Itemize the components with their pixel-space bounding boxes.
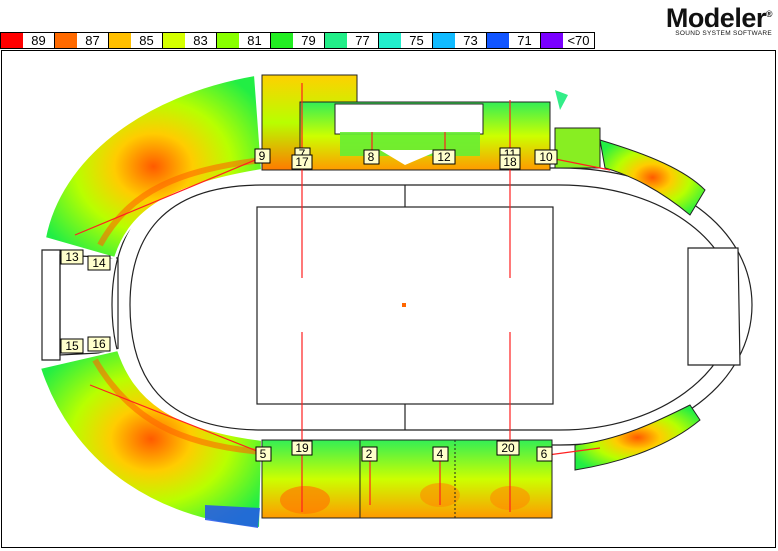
svg-text:5: 5: [260, 447, 267, 461]
coverage-map-frame: [1, 50, 776, 548]
legend-label: <70: [563, 33, 594, 48]
legend-item: 75: [378, 32, 432, 49]
speaker-label-19[interactable]: 19: [291, 440, 313, 456]
logo-title: Modeler: [665, 3, 767, 33]
speaker-label-9[interactable]: 9: [254, 148, 271, 164]
legend-label: 87: [77, 33, 108, 48]
legend-item: 83: [162, 32, 216, 49]
spl-color-legend: 89 87 85 83 81 79 77 75 73 71 <70: [0, 32, 595, 49]
legend-label: 77: [347, 33, 378, 48]
svg-text:8: 8: [368, 150, 375, 164]
modeler-logo: Modeler® SOUND SYSTEM SOFTWARE: [665, 0, 773, 37]
speaker-label-12[interactable]: 12: [432, 149, 456, 165]
speaker-label-2[interactable]: 2: [361, 446, 378, 462]
legend-label: 81: [239, 33, 270, 48]
legend-label: 79: [293, 33, 324, 48]
legend-item: 71: [486, 32, 540, 49]
speaker-labels: 7 17 8 12 11 18 10 9 13 14 15 16 19 5 2 …: [60, 147, 558, 462]
legend-item: 77: [324, 32, 378, 49]
legend-item: <70: [540, 32, 595, 49]
svg-text:7: 7: [299, 147, 306, 161]
svg-text:20: 20: [501, 441, 515, 455]
speaker-label-18[interactable]: 18: [499, 154, 521, 170]
legend-label: 75: [401, 33, 432, 48]
speaker-aim-lines: [74, 83, 611, 512]
legend-swatch: [541, 33, 563, 48]
speaker-label-10[interactable]: 10: [534, 149, 558, 165]
legend-item: 85: [108, 32, 162, 49]
legend-swatch: [271, 33, 293, 48]
svg-text:12: 12: [437, 150, 451, 164]
svg-text:4: 4: [437, 447, 444, 461]
svg-text:16: 16: [92, 337, 106, 351]
legend-swatch: [109, 33, 131, 48]
stand-northwest: [43, 73, 264, 260]
speaker-label-4[interactable]: 4: [432, 446, 449, 462]
legend-swatch: [1, 33, 23, 48]
legend-swatch: [487, 33, 509, 48]
svg-text:13: 13: [65, 250, 79, 264]
speaker-label-16[interactable]: 16: [87, 336, 111, 352]
speaker-label-17[interactable]: 17: [291, 154, 313, 170]
speaker-label-14[interactable]: 14: [87, 255, 111, 271]
svg-text:9: 9: [259, 149, 266, 163]
speaker-label-13[interactable]: 13: [60, 249, 84, 265]
legend-swatch: [163, 33, 185, 48]
legend-item: 81: [216, 32, 270, 49]
stand-northeast: [599, 139, 706, 216]
logo-subtitle: SOUND SYSTEM SOFTWARE: [675, 30, 772, 37]
legend-label: 89: [23, 33, 54, 48]
svg-text:18: 18: [503, 155, 517, 169]
stand-southeast: [574, 404, 701, 471]
legend-label: 85: [131, 33, 162, 48]
speaker-label-20[interactable]: 20: [496, 440, 520, 456]
svg-text:19: 19: [295, 441, 309, 455]
legend-swatch: [379, 33, 401, 48]
speaker-label-5[interactable]: 5: [255, 446, 272, 462]
legend-swatch: [433, 33, 455, 48]
legend-item: 89: [0, 32, 54, 49]
stadium-outline: [41, 167, 753, 446]
legend-item: 79: [270, 32, 324, 49]
legend-label: 73: [455, 33, 486, 48]
legend-label: 71: [509, 33, 540, 48]
svg-text:10: 10: [539, 150, 553, 164]
svg-text:6: 6: [541, 447, 548, 461]
legend-item: 73: [432, 32, 486, 49]
legend-swatch: [217, 33, 239, 48]
pitch-center-spot: [402, 303, 406, 307]
logo-reg: ®: [765, 9, 773, 19]
speaker-label-6[interactable]: 6: [536, 446, 553, 462]
legend-swatch: [325, 33, 347, 48]
speaker-label-8[interactable]: 8: [363, 149, 380, 165]
legend-label: 83: [185, 33, 216, 48]
stand-southwest: [38, 348, 264, 530]
legend-swatch: [55, 33, 77, 48]
svg-text:15: 15: [65, 339, 79, 353]
svg-text:17: 17: [295, 155, 309, 169]
legend-item: 87: [54, 32, 108, 49]
svg-text:14: 14: [92, 256, 106, 270]
pitch: [256, 185, 554, 430]
svg-text:2: 2: [366, 447, 373, 461]
speaker-label-15[interactable]: 15: [60, 338, 84, 354]
